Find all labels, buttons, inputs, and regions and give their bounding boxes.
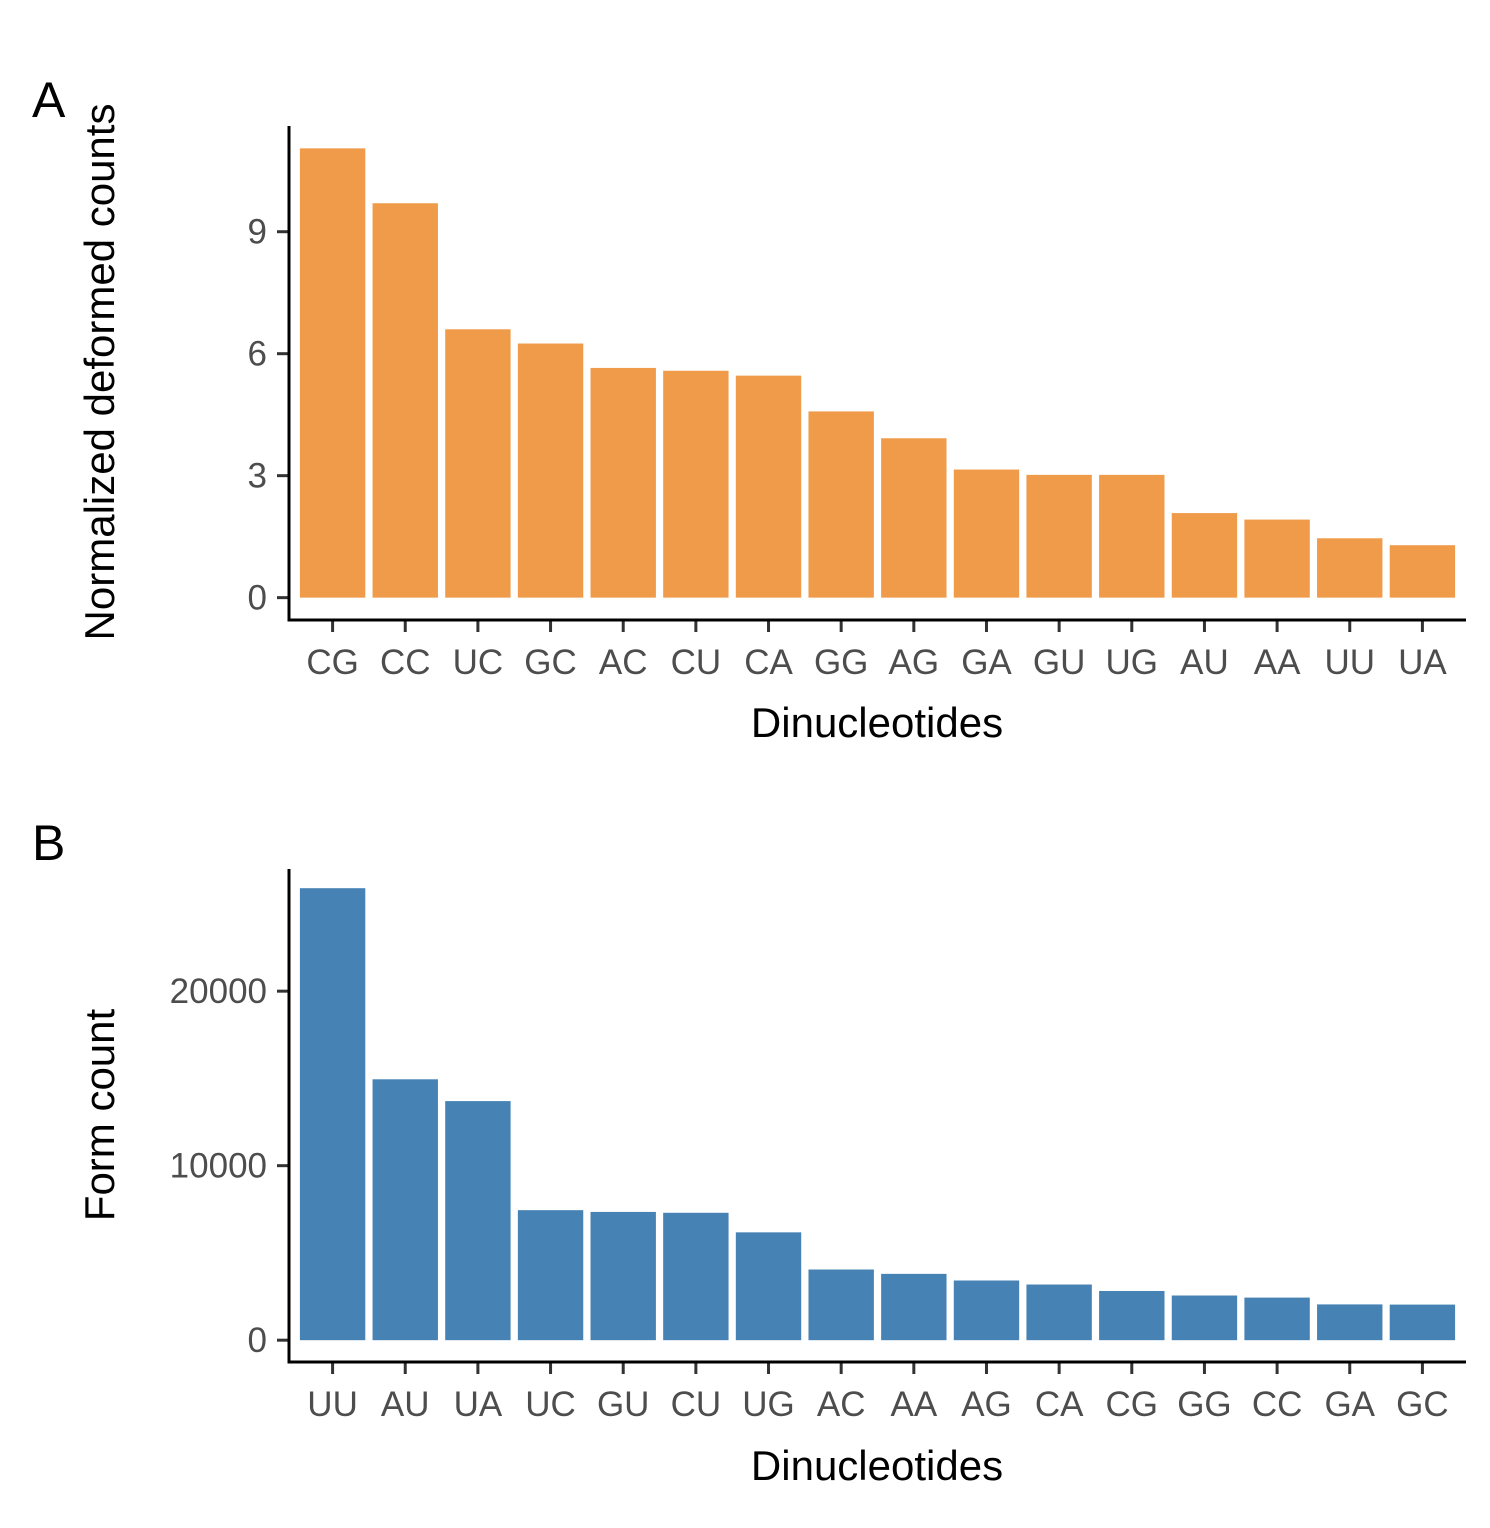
panel-b-x-tick-label: UG bbox=[742, 1385, 795, 1424]
panel-a-letter: A bbox=[32, 72, 66, 128]
panel-a-x-tick-label: UG bbox=[1106, 643, 1159, 682]
panel-b-x-tick-label: GA bbox=[1324, 1385, 1375, 1424]
panel-b-bar-gc bbox=[1389, 1304, 1456, 1341]
panel-b-letter: B bbox=[32, 815, 65, 871]
panel-b-x-tick-label: CC bbox=[1252, 1385, 1303, 1424]
panel-b-bar-au bbox=[372, 1079, 438, 1341]
panel-b-x-tick-label: AU bbox=[381, 1385, 430, 1424]
panel-a-bar-ac bbox=[590, 367, 656, 598]
panel-a-y-tick-label: 6 bbox=[248, 335, 267, 374]
panel-a-x-tick-label: CA bbox=[744, 643, 793, 682]
panel-a-bar-uc bbox=[445, 329, 511, 598]
panel-a-x-tick-label: CC bbox=[380, 643, 431, 682]
panel-a-axes bbox=[287, 126, 1466, 622]
panel-a-y-tick-label: 9 bbox=[248, 213, 267, 252]
panel-b-bar-cu bbox=[663, 1212, 729, 1341]
panel-b-bar-aa bbox=[881, 1273, 947, 1341]
panel-a-bar-ag bbox=[881, 438, 947, 598]
panel-a-x-tick-label: CU bbox=[671, 643, 722, 682]
panel-a-bar-ga bbox=[953, 469, 1020, 598]
panel-a-bar-aa bbox=[1244, 519, 1310, 598]
panel-a-bar-cg bbox=[299, 148, 366, 598]
panel-a-bar-ca bbox=[735, 375, 802, 598]
panel-a-x-tick-label: GC bbox=[524, 643, 577, 682]
panel-b-x-tick-label: CA bbox=[1035, 1385, 1084, 1424]
panel-b-bar-cg bbox=[1099, 1290, 1165, 1341]
panel-b-bar-ug bbox=[735, 1232, 802, 1341]
panel-a-x-tick-label: GU bbox=[1033, 643, 1086, 682]
panel-b-bar-ca bbox=[1026, 1284, 1092, 1341]
panel-b-y-axis-label: Form count bbox=[76, 1008, 123, 1221]
panel-a-bars bbox=[299, 148, 1456, 598]
panel-a: A Normalized deformed counts Dinucleotid… bbox=[32, 72, 1466, 746]
panel-a-x-ticks: CG CC UC GC AC CU CA GG AG GA GU UG AU AA UU UA bbox=[306, 620, 1447, 682]
panel-a-x-tick-label: AC bbox=[599, 643, 648, 682]
panel-a-bar-uu bbox=[1317, 538, 1383, 598]
panel-a-x-axis-label: Dinucleotides bbox=[751, 699, 1003, 746]
panel-b-bar-ag bbox=[953, 1280, 1020, 1341]
panel-b-bars bbox=[299, 888, 1456, 1341]
panel-a-x-tick-label: UC bbox=[453, 643, 504, 682]
panel-b-x-tick-label: UU bbox=[307, 1385, 358, 1424]
panel-b-x-tick-label: AG bbox=[961, 1385, 1012, 1424]
panel-b-y-ticks: 0 10000 20000 bbox=[170, 972, 289, 1360]
panel-a-bar-gg bbox=[808, 411, 874, 598]
panel-a-x-tick-label: UA bbox=[1398, 643, 1447, 682]
panel-b-x-tick-label: GU bbox=[597, 1385, 650, 1424]
panel-a-x-tick-label: AA bbox=[1254, 643, 1301, 682]
panel-b-x-tick-label: UC bbox=[525, 1385, 576, 1424]
panel-b-bar-cc bbox=[1244, 1297, 1310, 1341]
panel-a-y-ticks: 0 3 6 9 bbox=[248, 213, 289, 618]
panel-a-bar-ua bbox=[1389, 545, 1456, 598]
panel-a-bar-gu bbox=[1026, 474, 1092, 598]
panel-b-bar-ua bbox=[445, 1101, 511, 1341]
panel-a-bar-au bbox=[1171, 513, 1238, 598]
panel-b-bar-ac bbox=[808, 1269, 874, 1341]
panel-b-bar-uc bbox=[517, 1210, 584, 1341]
panel-a-x-tick-label: GG bbox=[814, 643, 868, 682]
panel-b-y-tick-label: 20000 bbox=[170, 972, 267, 1011]
panel-a-y-tick-label: 0 bbox=[248, 579, 267, 618]
panel-b-x-ticks: UU AU UA UC GU CU UG AC AA AG CA CG GG CC GA GC bbox=[307, 1362, 1449, 1424]
panel-b-y-tick-label: 0 bbox=[248, 1321, 267, 1360]
panel-b-bar-gu bbox=[590, 1211, 656, 1341]
panel-a-y-tick-label: 3 bbox=[248, 457, 267, 496]
panel-a-x-tick-label: CG bbox=[306, 643, 359, 682]
panel-b-bar-gg bbox=[1171, 1295, 1238, 1341]
panel-a-x-tick-label: UU bbox=[1324, 643, 1375, 682]
panel-b-x-tick-label: AC bbox=[817, 1385, 866, 1424]
panel-b-x-tick-label: GC bbox=[1396, 1385, 1449, 1424]
panel-b-axes bbox=[287, 869, 1466, 1364]
panel-b-x-tick-label: UA bbox=[454, 1385, 503, 1424]
panel-b: B Form count Dinucleotides 0 10000 20000 U… bbox=[32, 815, 1466, 1489]
panel-a-x-tick-label: GA bbox=[961, 643, 1012, 682]
panel-a-x-tick-label: AU bbox=[1180, 643, 1229, 682]
panel-a-bar-ug bbox=[1099, 474, 1165, 598]
panel-a-x-tick-label: AG bbox=[889, 643, 940, 682]
panel-b-x-axis-label: Dinucleotides bbox=[751, 1442, 1003, 1489]
panel-b-x-tick-label: CG bbox=[1106, 1385, 1159, 1424]
panel-b-y-tick-label: 10000 bbox=[170, 1147, 267, 1186]
panel-b-bar-uu bbox=[299, 888, 366, 1341]
panel-b-x-tick-label: CU bbox=[671, 1385, 722, 1424]
panel-b-x-tick-label: AA bbox=[890, 1385, 937, 1424]
panel-a-bar-cu bbox=[663, 370, 729, 598]
panel-a-bar-cc bbox=[372, 203, 438, 598]
panel-a-bar-gc bbox=[517, 343, 584, 598]
panel-b-x-tick-label: GG bbox=[1177, 1385, 1231, 1424]
panel-b-bar-ga bbox=[1317, 1304, 1383, 1341]
panel-a-y-axis-label: Normalized deformed counts bbox=[76, 104, 123, 641]
